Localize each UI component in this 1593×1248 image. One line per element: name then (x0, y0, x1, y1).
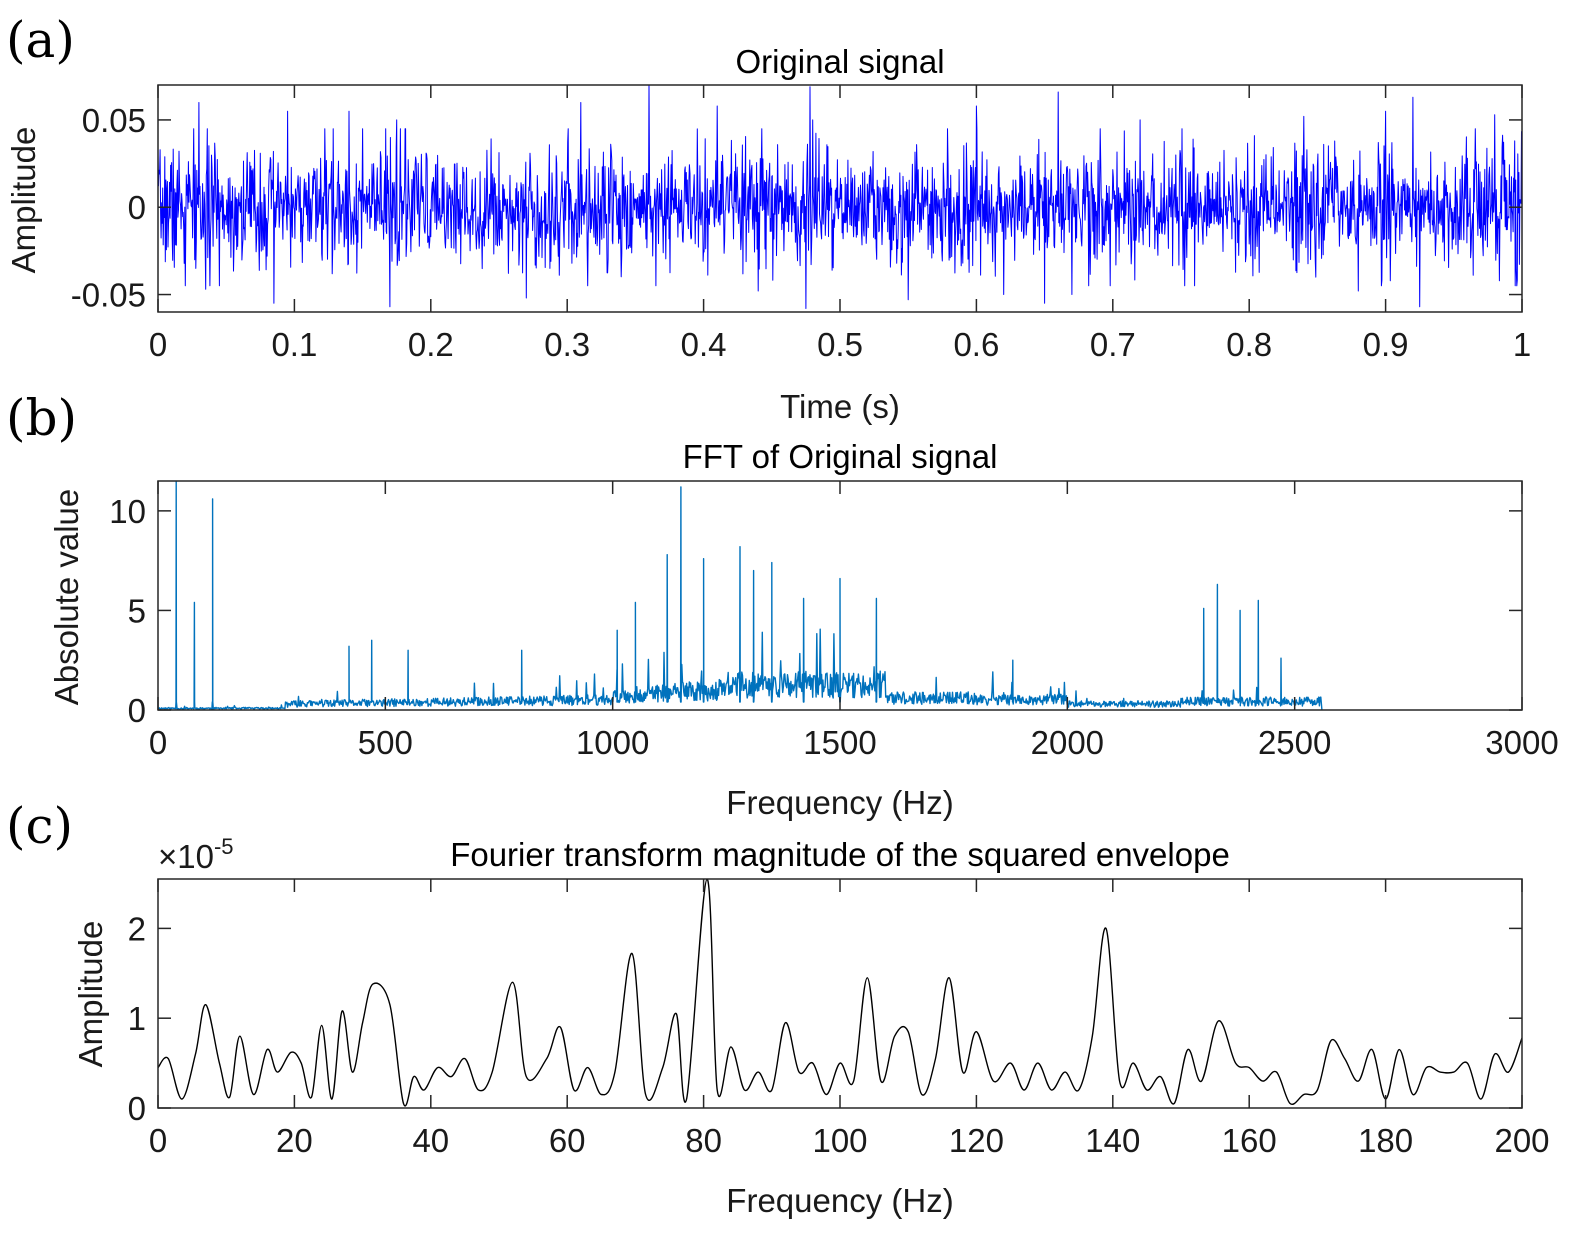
panel-label-b: (b) (6, 389, 77, 447)
x-tick-label: 0.6 (953, 326, 999, 363)
chart-title-a: Original signal (735, 43, 944, 80)
x-axis-label-a: Time (s) (780, 388, 900, 425)
x-tick-label: 0 (149, 724, 167, 761)
x-tick-label: 1000 (576, 724, 649, 761)
x-tick-label: 0.3 (544, 326, 590, 363)
y-tick-label: 1 (128, 1000, 146, 1037)
y-axis-label-a: Amplitude (5, 127, 42, 274)
x-tick-label: 0 (149, 1122, 167, 1159)
x-tick-label: 0.5 (817, 326, 863, 363)
chart-title-c: Fourier transform magnitude of the squar… (450, 836, 1230, 873)
x-tick-label: 140 (1085, 1122, 1140, 1159)
y-axis-label-b: Absolute value (48, 489, 85, 705)
x-tick-label: 0.8 (1226, 326, 1272, 363)
x-tick-label: 0.7 (1090, 326, 1136, 363)
y-tick-label: 0 (128, 692, 146, 729)
x-tick-label: 0.4 (681, 326, 727, 363)
y-axis-label-c: Amplitude (72, 921, 109, 1068)
chart-title-b: FFT of Original signal (683, 438, 998, 475)
panel-label-c: (c) (6, 797, 73, 855)
panel-c: (c) Fourier transform magnitude of the s… (6, 797, 1550, 1219)
x-tick-label: 1500 (803, 724, 876, 761)
x-tick-label: 0.1 (271, 326, 317, 363)
x-tick-label: 80 (685, 1122, 722, 1159)
y-tick-label: 10 (109, 493, 146, 530)
x-axis-label-b: Frequency (Hz) (726, 784, 953, 821)
y-multiplier-base: ×10 (158, 838, 214, 875)
y-tick-label: 0 (128, 189, 146, 226)
x-tick-label: 0.9 (1363, 326, 1409, 363)
x-tick-label: 0 (149, 326, 167, 363)
series-line (158, 879, 1522, 1107)
panel-a: (a) Original signal 0 0.1 0.2 0.3 0.4 0.5 0.6 0… (5, 11, 1531, 425)
x-tick-label: 100 (812, 1122, 867, 1159)
x-tick-label: 160 (1222, 1122, 1277, 1159)
x-tick-label: 60 (549, 1122, 586, 1159)
x-tick-label: 40 (412, 1122, 449, 1159)
x-tick-label: 120 (949, 1122, 1004, 1159)
axes-frame-c (157, 878, 1523, 1109)
y-tick-label: -0.05 (71, 277, 146, 314)
y-tick-label: 0.05 (82, 102, 146, 139)
x-tick-label: 200 (1494, 1122, 1549, 1159)
x-tick-label: 2500 (1258, 724, 1331, 761)
x-tick-label: 0.2 (408, 326, 454, 363)
series-line (158, 481, 1323, 710)
y-tick-label: 2 (128, 910, 146, 947)
x-tick-label: 3000 (1485, 724, 1558, 761)
x-axis-label-c: Frequency (Hz) (726, 1182, 953, 1219)
x-tick-label: 1 (1513, 326, 1531, 363)
x-tick-label: 500 (358, 724, 413, 761)
panel-label-a: (a) (6, 11, 75, 69)
y-tick-label: 5 (128, 592, 146, 629)
panel-b: (b) FFT of Original signal 0 500 1000 1500 2… (6, 389, 1559, 821)
x-tick-label: 2000 (1031, 724, 1104, 761)
x-tick-label: 20 (276, 1122, 313, 1159)
x-tick-label: 180 (1358, 1122, 1413, 1159)
y-tick-label: 0 (128, 1090, 146, 1127)
series-line (158, 85, 1522, 309)
y-multiplier-exponent: -5 (214, 834, 234, 859)
y-multiplier: ×10-5 (158, 834, 234, 875)
